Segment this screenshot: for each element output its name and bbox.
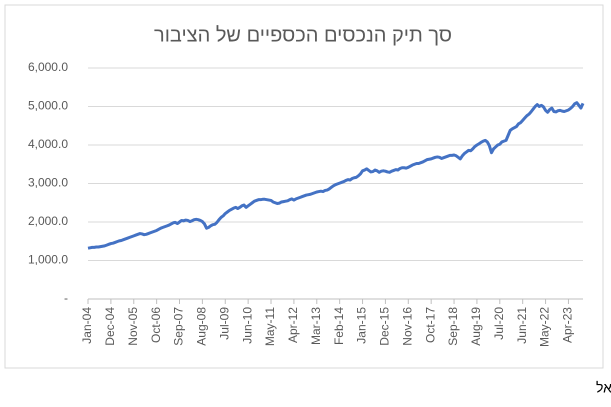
x-tick-label: Dec-15 xyxy=(378,307,392,346)
y-tick-label: 1,000.0 xyxy=(28,253,68,267)
data-line xyxy=(87,101,585,250)
x-tick-label: Oct-06 xyxy=(149,307,163,343)
y-tick-label: 6,000.0 xyxy=(28,60,68,74)
x-tick-label: May-22 xyxy=(538,307,552,347)
x-tick-label: Apr-12 xyxy=(286,307,300,343)
x-tick-label: Aug-08 xyxy=(195,307,209,346)
x-tick-label: Jan-04 xyxy=(80,307,94,344)
x-tick-label: Oct-17 xyxy=(423,307,437,343)
x-tick-label: Aug-19 xyxy=(469,307,483,346)
y-tick-label: 2,000.0 xyxy=(28,214,68,228)
source-note: המקור: בנק ישראל xyxy=(596,380,611,396)
y-tick-label: 3,000.0 xyxy=(28,176,68,190)
chart-title: סך תיק הנכסים הכספיים של הציבור xyxy=(154,24,452,46)
x-tick-label: May-11 xyxy=(263,307,277,346)
x-tick-label: Jan-15 xyxy=(355,307,369,344)
x-tick-label: Jun-10 xyxy=(240,307,254,344)
x-tick-label: Jul-09 xyxy=(217,307,231,340)
x-tick-label: Nov-16 xyxy=(400,307,414,346)
x-tick-label: Apr-23 xyxy=(561,307,575,343)
x-tick-label: Sep-18 xyxy=(446,307,460,346)
x-tick-label: Sep-07 xyxy=(172,307,186,346)
y-tick-label: - xyxy=(64,291,68,305)
chart-frame xyxy=(4,4,604,369)
x-tick-label: Jul-20 xyxy=(492,307,506,340)
x-tick-label: Nov-05 xyxy=(126,307,140,346)
x-tick-label: Dec-04 xyxy=(103,307,117,346)
x-tick-label: Jun-21 xyxy=(515,307,529,344)
y-tick-label: 5,000.0 xyxy=(28,99,68,113)
x-tick-label: Feb-14 xyxy=(332,307,346,345)
y-tick-label: 4,000.0 xyxy=(28,137,68,151)
x-tick-label: Mar-13 xyxy=(309,307,323,345)
